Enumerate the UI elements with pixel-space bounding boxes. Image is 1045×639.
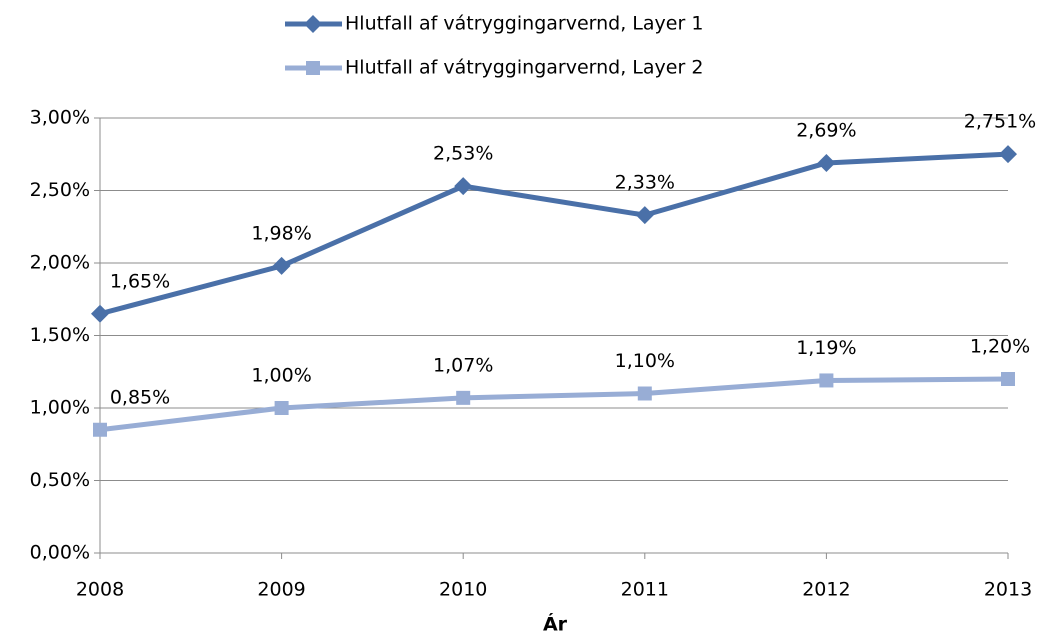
x-tick-label: 2011 bbox=[621, 579, 669, 601]
series-line bbox=[99, 151, 1009, 317]
marker bbox=[817, 153, 836, 172]
x-tick-label: 2013 bbox=[984, 579, 1032, 601]
marker bbox=[635, 206, 654, 225]
data-label: 1,20% bbox=[970, 336, 1030, 358]
x-axis-label: Ár bbox=[543, 613, 568, 636]
legend-label: Hlutfall af vátryggingarvernd, Layer 1 bbox=[345, 13, 703, 35]
y-tick-label: 0,00% bbox=[30, 542, 90, 564]
marker bbox=[304, 15, 322, 33]
y-tick-label: 0,50% bbox=[30, 469, 90, 491]
marker bbox=[306, 61, 320, 75]
data-label: 1,98% bbox=[251, 222, 311, 244]
data-label: 2,53% bbox=[433, 143, 493, 165]
data-label: 1,00% bbox=[251, 365, 311, 387]
marker bbox=[637, 386, 652, 401]
data-label: 1,07% bbox=[433, 354, 493, 376]
series-line bbox=[99, 376, 1009, 433]
marker bbox=[999, 145, 1017, 164]
y-tick-label: 1,50% bbox=[30, 324, 90, 346]
marker bbox=[456, 390, 471, 405]
marker bbox=[454, 177, 473, 196]
y-tick-label: 3,00% bbox=[30, 107, 90, 129]
data-label: 1,65% bbox=[110, 270, 170, 292]
y-tick-label: 2,00% bbox=[30, 252, 90, 274]
marker bbox=[93, 422, 107, 437]
x-tick-label: 2012 bbox=[802, 579, 850, 601]
marker bbox=[91, 304, 109, 323]
data-label: 0,85% bbox=[110, 386, 170, 408]
x-tick-label: 2008 bbox=[76, 579, 124, 601]
y-tick-label: 2,50% bbox=[30, 179, 90, 201]
legend-label: Hlutfall af vátryggingarvernd, Layer 2 bbox=[345, 57, 703, 79]
marker bbox=[272, 256, 291, 275]
marker bbox=[274, 401, 289, 415]
data-label: 2,33% bbox=[615, 172, 675, 194]
marker bbox=[819, 373, 834, 388]
x-tick-label: 2009 bbox=[257, 579, 305, 601]
marker bbox=[1001, 372, 1015, 386]
data-label: 1,19% bbox=[796, 337, 856, 359]
data-label: 2,69% bbox=[796, 119, 856, 141]
y-tick-label: 1,00% bbox=[30, 397, 90, 419]
data-label: 1,10% bbox=[615, 350, 675, 372]
data-label: 2,751% bbox=[964, 111, 1036, 133]
x-tick-label: 2010 bbox=[439, 579, 487, 601]
